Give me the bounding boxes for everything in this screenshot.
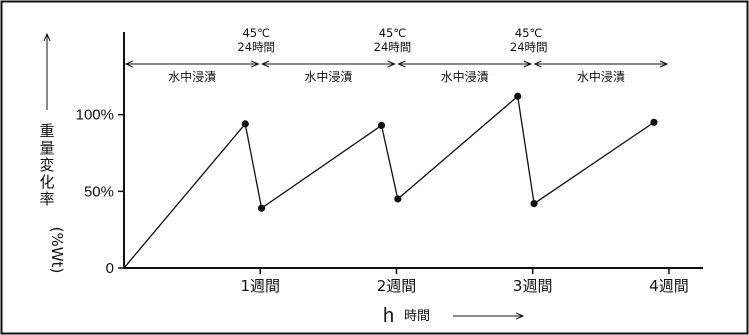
y-label-char: 化 — [39, 173, 54, 191]
heat-label-temp: 45℃ — [379, 26, 407, 40]
y-axis-label: 重 量 変 化 率 (%Wt) — [39, 34, 66, 273]
heat-label-duration: 24時間 — [510, 40, 548, 54]
data-series — [123, 92, 658, 269]
data-point — [650, 118, 658, 126]
data-point — [241, 120, 249, 128]
heat-label-duration: 24時間 — [374, 40, 412, 54]
y-tick-label: 100% — [76, 107, 114, 124]
series-line — [123, 95, 655, 269]
x-label-text: 時間 — [404, 309, 430, 324]
y-label-char: 重 — [39, 122, 54, 140]
x-axis-label: h 時間 — [383, 305, 523, 327]
y-tick-label: 50% — [84, 183, 114, 200]
data-point — [377, 121, 386, 129]
phase-label: 水中浸漬 — [168, 69, 216, 84]
phase-label: 水中浸漬 — [577, 69, 625, 84]
data-point — [530, 200, 538, 208]
y-tick-label: 0 — [106, 260, 114, 277]
heat-label-duration: 24時間 — [237, 40, 275, 54]
y-label-char: 率 — [39, 190, 54, 208]
y-label-char: 量 — [39, 139, 54, 157]
heat-label-temp: 45℃ — [242, 26, 270, 40]
y-label-unit: (%Wt) — [48, 227, 66, 274]
phase-label: 水中浸漬 — [304, 69, 352, 84]
x-tick-label: 3週間 — [513, 277, 553, 295]
y-label-char: 変 — [39, 156, 54, 174]
x-tick-label: 1週間 — [240, 277, 280, 295]
y-tick-labels: 0 50% 100% — [76, 107, 124, 277]
data-point — [514, 92, 522, 100]
data-point — [394, 195, 402, 203]
data-point — [257, 204, 266, 212]
x-tick-labels: 1週間 2週間 3週間 4週間 — [240, 268, 689, 295]
heat-label-temp: 45℃ — [515, 26, 543, 40]
x-tick-label: 2週間 — [377, 277, 417, 295]
x-label-unit: h — [383, 305, 394, 327]
phase-label: 水中浸漬 — [441, 69, 489, 84]
x-tick-label: 4週間 — [649, 277, 689, 295]
